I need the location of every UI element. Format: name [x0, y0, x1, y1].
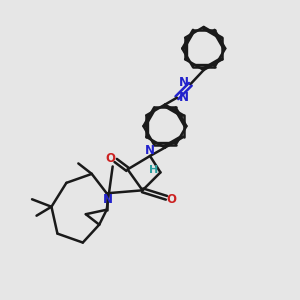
Text: N: N — [178, 91, 188, 104]
Text: N: N — [179, 76, 189, 89]
Text: N: N — [103, 193, 113, 206]
Text: O: O — [105, 152, 115, 165]
Text: O: O — [167, 193, 177, 206]
Text: H: H — [149, 165, 158, 175]
Text: N: N — [145, 144, 155, 157]
